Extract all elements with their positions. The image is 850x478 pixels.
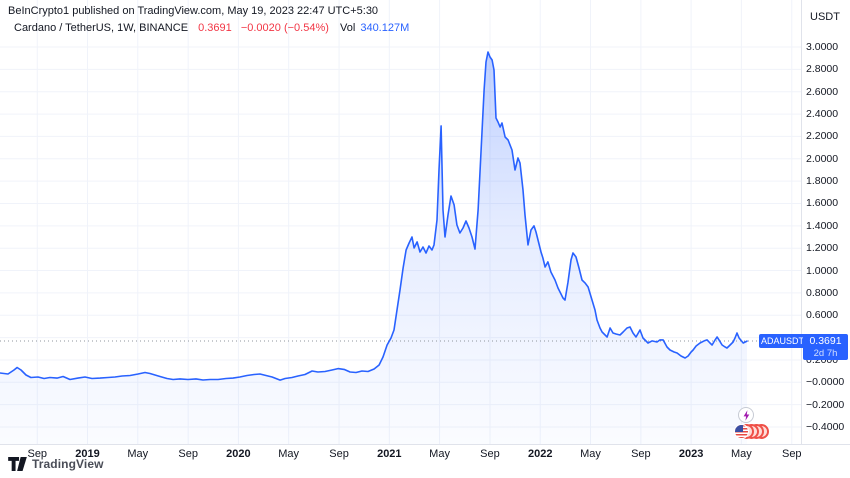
- price-axis-label: 1.6000: [806, 197, 839, 210]
- price-axis-label: 1.2000: [806, 242, 839, 255]
- time-axis-label: May: [580, 448, 601, 460]
- time-axis-label: 2022: [527, 448, 553, 460]
- volume-value: 340.127M: [360, 22, 410, 34]
- time-axis-label: Sep: [329, 448, 349, 460]
- price-axis-label: 1.4000: [806, 219, 839, 232]
- price-axis-label: 3.0000: [806, 41, 839, 54]
- price-axis-label: −0.4000: [806, 421, 845, 433]
- time-axis-label: Sep: [781, 448, 802, 460]
- price-change-value: −0.0020 (−0.54%): [240, 22, 329, 34]
- last-price-tag: 0.3691 2d 7h: [803, 334, 848, 360]
- tradingview-logo[interactable]: TradingView: [8, 457, 104, 471]
- attribution-text: BeInCrypto1 published on TradingView.com…: [8, 5, 379, 17]
- last-price-tag-value: 0.3691: [809, 335, 842, 347]
- price-series-line: [0, 51, 748, 381]
- price-axis-label: −0.2000: [806, 398, 845, 411]
- reaction-emoji-stack[interactable]: [734, 424, 769, 440]
- tradingview-logo-text: TradingView: [32, 457, 104, 471]
- price-axis-label: 2.0000: [806, 152, 839, 165]
- symbol-info-bar: Cardano / TetherUS, 1W, BINANCE 0.3691 −…: [14, 22, 409, 34]
- time-axis-label: May: [429, 448, 450, 460]
- price-axis-label: 1.8000: [806, 175, 839, 188]
- price-axis-label: 2.6000: [806, 85, 839, 98]
- time-axis-label: May: [278, 448, 300, 460]
- time-axis-label: 2023: [678, 448, 704, 460]
- time-axis-label: Sep: [27, 448, 48, 460]
- last-price-value: 0.3691: [198, 22, 232, 34]
- lightning-reaction-button[interactable]: [738, 407, 754, 423]
- area-fill: [0, 52, 747, 444]
- price-axis-label: 2.2000: [806, 130, 839, 143]
- time-axis-label: Sep: [631, 448, 651, 460]
- symbol-description: Cardano / TetherUS, 1W, BINANCE: [14, 22, 189, 34]
- price-axis-label: 2.4000: [806, 108, 839, 121]
- price-axis-label: 0.6000: [806, 309, 839, 322]
- price-axis-label: −0.0000: [806, 376, 845, 389]
- time-axis-label: May: [127, 448, 149, 460]
- time-axis-label: May: [730, 448, 752, 460]
- time-axis-label: Sep: [178, 448, 198, 460]
- bar-countdown: 2d 7h: [813, 348, 838, 359]
- volume-label: Vol: [339, 22, 356, 34]
- series-symbol-tag: ADAUSDT: [759, 334, 806, 348]
- us-flag-reaction-icon: [734, 424, 749, 439]
- lightning-icon: [739, 409, 753, 422]
- price-axis-label: 2.8000: [806, 63, 839, 76]
- tradingview-logo-icon: [8, 457, 27, 471]
- time-axis-label: 2019: [75, 448, 100, 460]
- price-axis-currency-label: USDT: [810, 11, 840, 23]
- price-axis-label: 1.0000: [806, 264, 839, 277]
- price-axis-label: 0.8000: [806, 286, 839, 299]
- time-axis-label: 2020: [226, 448, 251, 460]
- time-axis-label: 2021: [377, 448, 402, 460]
- time-axis-label: Sep: [480, 448, 500, 460]
